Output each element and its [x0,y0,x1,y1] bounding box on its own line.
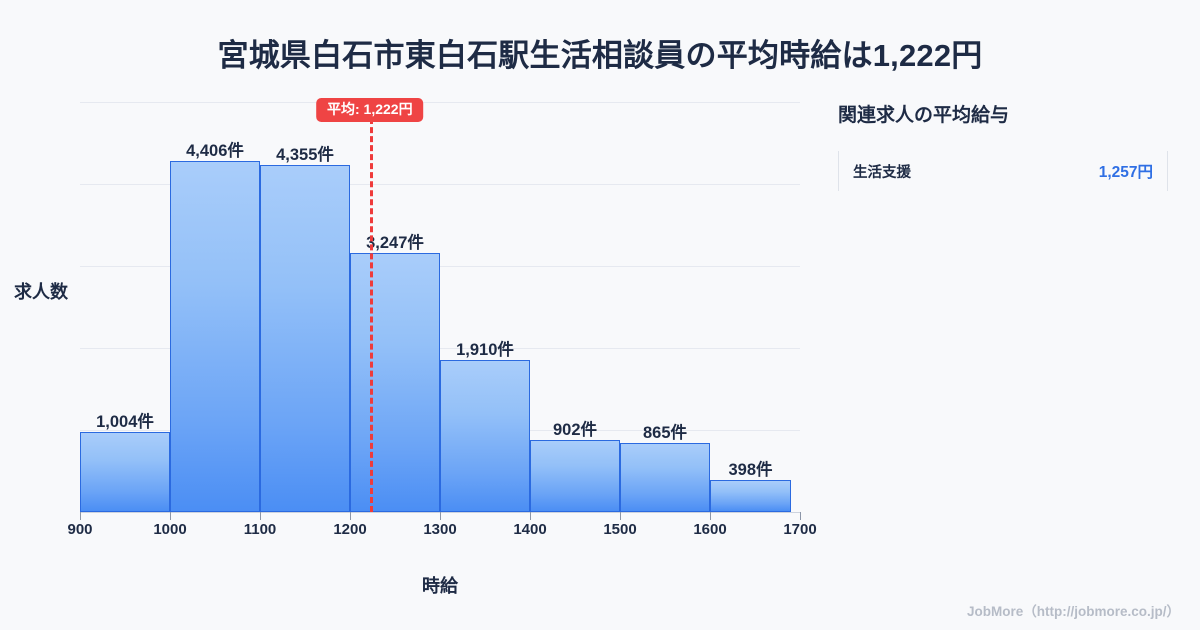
histogram-bar[interactable] [620,443,710,512]
histogram-bar[interactable] [530,440,620,512]
histogram-bar[interactable] [260,164,350,512]
bar-value-label: 398件 [728,461,773,480]
related-job-label: 生活支援 [853,164,911,181]
gridline [80,347,800,349]
gridline [80,183,800,185]
bar-value-label: 865件 [642,424,688,443]
bar-value-label: 1,910件 [456,340,514,359]
related-jobs-panel: 関連求人の平均給与 生活支援 1,257円 [838,100,1168,191]
related-job-salary: 1,257円 [1098,164,1153,181]
related-jobs-panel-title: 関連求人の平均給与 [838,105,1010,126]
histogram-plot-area: 1,004件 4,406件 4,355件 3,247件 1,910件 902件 865件 39… [67,98,817,538]
x-axis-tick-label: 1400 [513,521,547,538]
x-axis-tick [710,512,711,520]
x-axis-tick-label: 1700 [783,521,817,538]
bar-value-label: 4,355件 [276,145,334,164]
x-axis-tick-label: 1200 [333,521,367,538]
x-axis-tick-label: 1000 [153,521,187,538]
x-axis-tick [260,512,261,520]
gridline [80,265,800,267]
x-axis-tick [530,512,531,520]
average-dashed-line [369,100,373,512]
histogram-bar[interactable] [80,432,170,512]
x-axis-tick [800,512,801,520]
related-job-row[interactable]: 生活支援 1,257円 [838,151,1168,191]
histogram-bar[interactable] [440,359,530,512]
histogram-bar[interactable] [350,253,440,512]
x-axis-tick-label: 1500 [603,521,637,538]
related-jobs-rows: 生活支援 1,257円 [838,151,1168,191]
histogram-bar[interactable] [170,160,260,512]
footer-watermark: JobMore（http://jobmore.co.jp/） [967,604,1180,619]
page-title: 宮城県白石市東白石駅生活相談員の平均時給は1,222円 [217,38,983,73]
bar-value-label: 3,247件 [366,234,424,253]
histogram-bar[interactable] [710,480,791,512]
bar-value-label: 1,004件 [96,412,154,431]
x-axis-tick [440,512,441,520]
x-axis-tick [350,512,351,520]
y-axis-title: 求人数 [14,282,68,302]
x-axis-tick [170,512,171,520]
x-axis-title: 時給 [422,576,458,596]
x-axis-tick-label: 1100 [243,521,277,538]
bar-value-label: 902件 [552,421,598,440]
x-axis-tick-label: 900 [67,521,93,538]
bar-value-label: 4,406件 [186,141,244,160]
x-axis-tick-label: 1300 [423,521,457,538]
x-axis-tick-label: 1600 [693,521,727,538]
gridline [80,101,800,103]
x-axis-tick [80,512,81,520]
average-badge: 平均: 1,222円 [316,98,424,123]
x-axis-tick [620,512,621,520]
